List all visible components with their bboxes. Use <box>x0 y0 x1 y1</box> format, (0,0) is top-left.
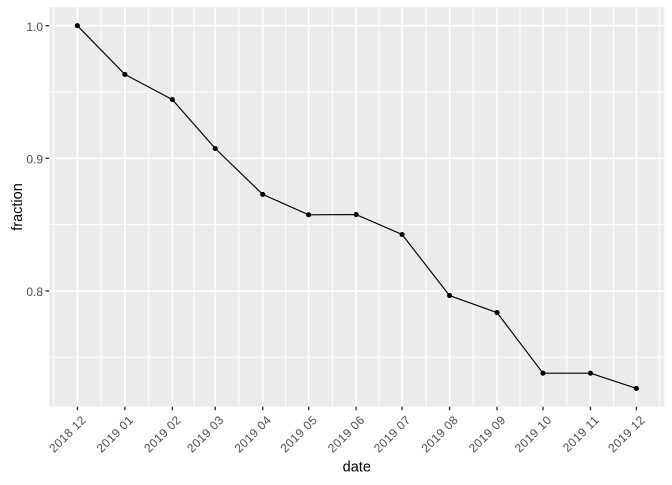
svg-text:0.9: 0.9 <box>26 153 43 167</box>
svg-text:fraction: fraction <box>10 183 26 231</box>
svg-text:date: date <box>343 460 371 476</box>
svg-text:1.0: 1.0 <box>26 20 43 34</box>
svg-text:0.8: 0.8 <box>26 285 43 299</box>
